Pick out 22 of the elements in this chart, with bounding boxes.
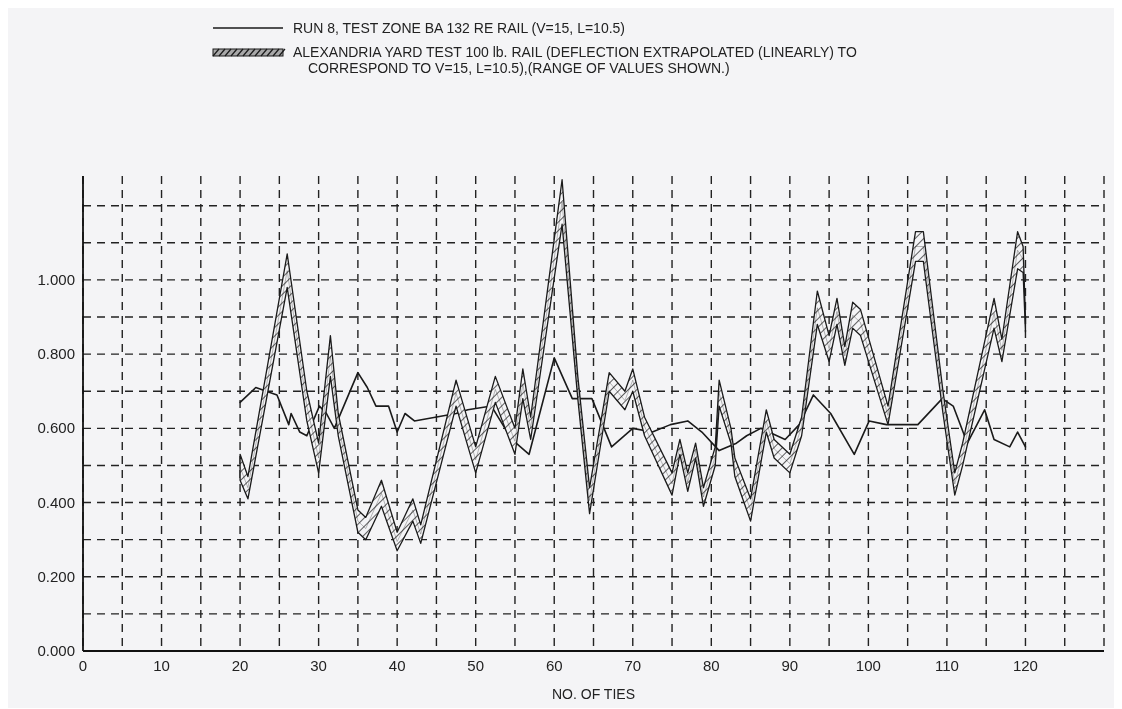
x-tick-label: 30 <box>310 657 327 674</box>
y-tick-label: 0.400 <box>37 493 75 511</box>
x-tick-label: 50 <box>467 657 485 674</box>
y-tick-label: 0.600 <box>37 419 75 437</box>
y-tick-label: 0.800 <box>37 345 75 363</box>
x-tick-label: 20 <box>231 657 249 674</box>
x-tick-label: 100 <box>855 657 881 674</box>
x-tick-label: 80 <box>702 657 720 674</box>
y-tick-label: 0.200 <box>37 567 75 585</box>
x-tick-label: 0 <box>78 657 88 674</box>
y-tick-label: 1.000 <box>37 270 75 288</box>
x-tick-label: 90 <box>781 657 799 674</box>
x-axis-title: NO. OF TIES <box>552 686 635 702</box>
x-tick-label: 110 <box>934 657 959 674</box>
x-tick-label: 10 <box>153 657 170 674</box>
legend-label: RUN 8, TEST ZONE BA 132 RE RAIL (V=15, L=10.5) <box>293 20 626 36</box>
x-tick-label: 60 <box>545 657 563 674</box>
x-tick-label: 70 <box>624 657 642 674</box>
legend-label: ALEXANDRIA YARD TEST 100 lb. RAIL (DEFLECTION EXTRAPOLATED (LINEARLY) TO CORRESPOND TO V=15, L=10.5),(RANGE OF VALUES SHOWN.) <box>293 44 857 76</box>
x-tick-label: 40 <box>388 657 406 674</box>
y-tick-label: 0.000 <box>37 642 75 659</box>
x-tick-label: 120 <box>1012 657 1038 674</box>
